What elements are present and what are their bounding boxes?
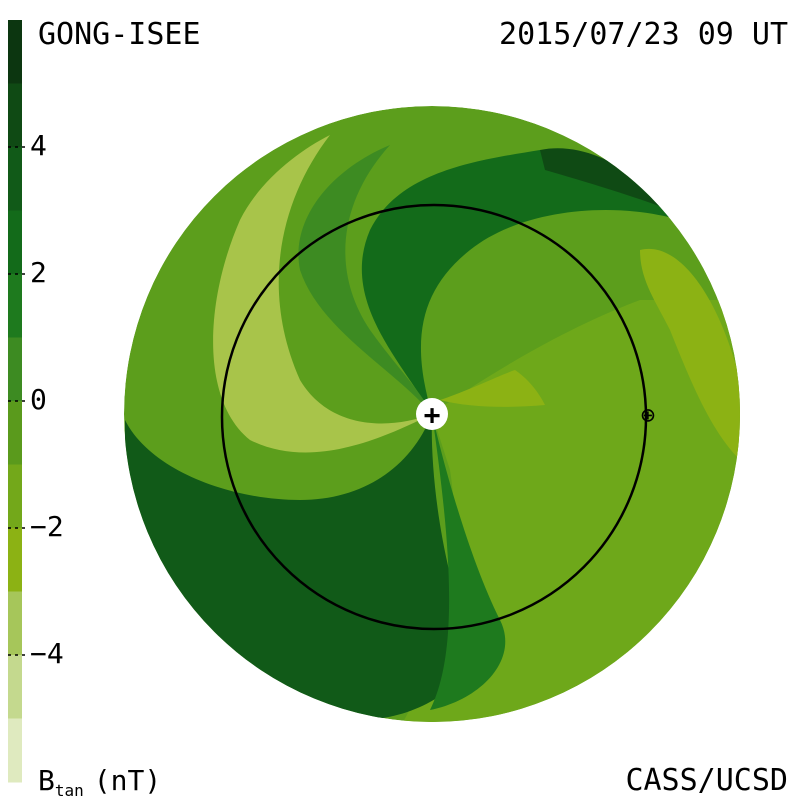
earth-marker-icon: ⊕ xyxy=(641,401,655,429)
colorbar-segment xyxy=(8,655,22,719)
sun-disk xyxy=(416,398,448,430)
credit-label: CASS/UCSD xyxy=(625,763,788,798)
colorbar-segment xyxy=(8,20,22,84)
sun-marker-glyph: + xyxy=(424,398,441,431)
field-region-medium-arm-lower-left xyxy=(430,414,506,710)
colorbar-ticks: 4 2 0 −2 −4 xyxy=(8,129,64,670)
colorbar-segment xyxy=(8,147,22,211)
datetime-label: 2015/07/23 09 UT xyxy=(499,17,788,52)
field-region-medium-top xyxy=(298,145,432,414)
field-region-light-center xyxy=(440,370,545,407)
colorbar-segment xyxy=(8,274,22,338)
colorbar-segment xyxy=(8,718,22,783)
colorbar-quantity: B xyxy=(38,764,55,797)
sun-marker: + xyxy=(416,398,448,431)
colorbar-tick-label: −2 xyxy=(30,510,64,543)
colorbar-segment xyxy=(8,464,22,529)
field-region-dark-arm-top xyxy=(361,150,680,414)
field-region-light-arm-left xyxy=(213,135,432,453)
colorbar-segment xyxy=(8,528,22,592)
colorbar-segment xyxy=(8,591,22,656)
colorbar-segment xyxy=(8,337,22,402)
colorbar-segment xyxy=(8,83,22,148)
field-region-light-right xyxy=(640,248,740,460)
colorbar-segment xyxy=(8,210,22,275)
colorbar-tick-label: 0 xyxy=(30,383,47,416)
field-region-darkest-top-right xyxy=(540,148,670,210)
colorbar-tick-label: 2 xyxy=(30,256,47,289)
colorbar-unit: (nT) xyxy=(94,764,161,797)
earth-orbit-circle xyxy=(220,203,648,631)
colorbar-unit-label: Btan (nT) xyxy=(38,764,161,800)
colorbar-tick-label: −4 xyxy=(30,637,64,670)
colorbar xyxy=(8,20,22,783)
colorbar-tick-label: 4 xyxy=(30,129,47,162)
colorbar-quantity-subscript: tan xyxy=(55,781,84,800)
source-label: GONG-ISEE xyxy=(38,17,201,52)
colorbar-segment xyxy=(8,401,22,465)
